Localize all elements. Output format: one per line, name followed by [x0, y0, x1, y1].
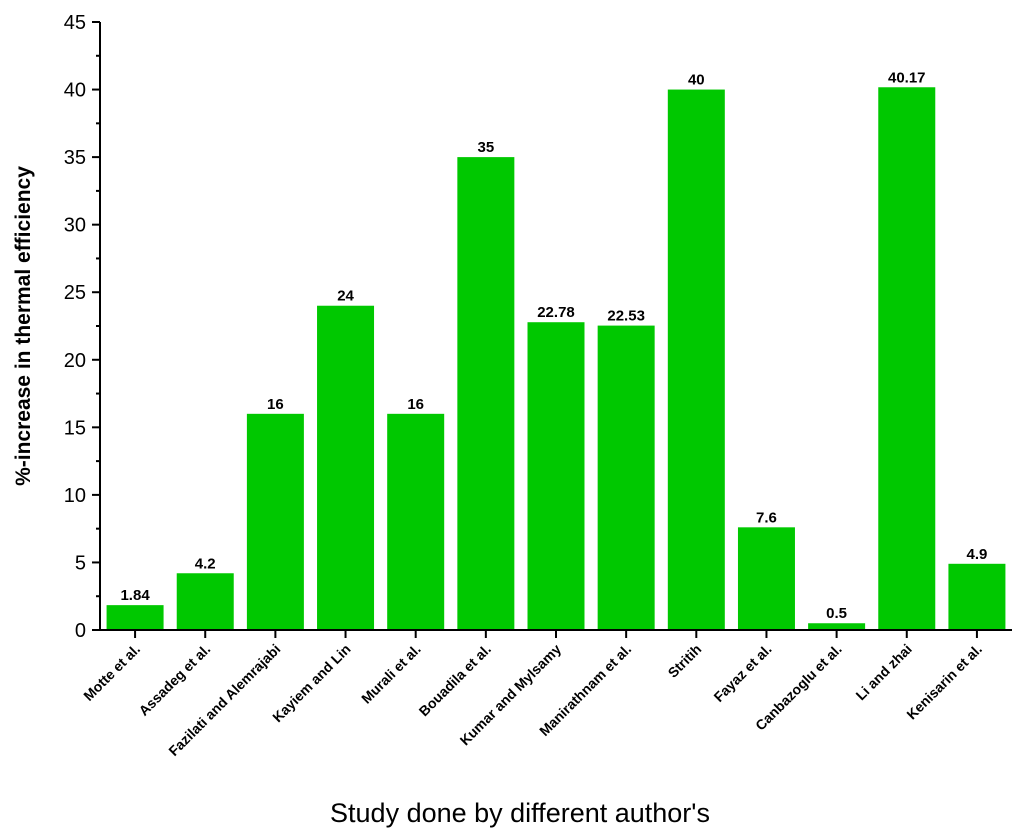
x-tick-label: Murali et al.	[358, 641, 424, 707]
x-axis-title: Study done by different author's	[330, 798, 710, 828]
x-ticks-layer: Motte et al.Assadeg et al.Fazilati and A…	[80, 630, 985, 759]
bar	[527, 322, 585, 630]
bar	[317, 305, 375, 630]
bar	[737, 527, 795, 630]
y-tick-label: 35	[64, 147, 86, 169]
bar-value-label: 24	[337, 288, 354, 305]
bar	[597, 325, 655, 630]
bar	[667, 89, 725, 631]
y-tick-label: 25	[64, 282, 86, 304]
bar-value-label: 1.84	[120, 587, 150, 604]
bar	[457, 157, 515, 630]
bar	[808, 623, 866, 630]
bar-value-label: 0.5	[826, 605, 847, 622]
data-labels-layer: 1.84 4.2 16 24 16 35 22.78 22.53 40 7.6 0.5 40.17 4.…	[120, 69, 987, 622]
x-tick-label: Assadeg et al.	[135, 641, 213, 719]
bar-value-label: 40	[688, 72, 705, 89]
y-ticks-layer: 0 5 10 15 20 25 30 35 40 45	[64, 12, 100, 642]
bar	[948, 563, 1006, 630]
y-tick-label: 10	[64, 485, 86, 507]
bar-value-label: 35	[478, 139, 495, 156]
bar	[176, 573, 234, 630]
bar-value-label: 4.9	[966, 546, 987, 563]
bar-value-label: 22.53	[607, 308, 645, 325]
x-tick-label: Fayaz et al.	[710, 641, 774, 705]
bar	[106, 605, 164, 630]
x-tick-label: Motte et al.	[80, 641, 143, 704]
x-tick-label: Li and zhai	[852, 641, 914, 703]
bar-value-label: 4.2	[195, 555, 216, 572]
bar	[246, 413, 304, 630]
x-tick-label: Kenisarin et al.	[903, 641, 985, 723]
bar	[878, 87, 936, 630]
x-tick-label: Bouadila et al.	[416, 641, 494, 719]
y-tick-label: 40	[64, 80, 86, 102]
y-tick-label: 15	[64, 417, 86, 439]
bar-value-label: 22.78	[537, 304, 575, 321]
bar-value-label: 16	[267, 396, 284, 413]
x-tick-label: Stritih	[665, 641, 705, 681]
bars-layer	[106, 87, 1006, 631]
y-axis-title: %-increase in thermal efficiency	[12, 166, 35, 486]
bar-value-label: 40.17	[888, 69, 926, 86]
bar	[387, 413, 445, 630]
y-tick-label: 5	[75, 552, 86, 574]
y-tick-label: 20	[64, 350, 86, 372]
y-tick-label: 30	[64, 215, 86, 237]
y-tick-label: 45	[64, 12, 86, 34]
y-tick-label: 0	[75, 620, 86, 642]
bar-value-label: 16	[407, 396, 424, 413]
bar-value-label: 7.6	[756, 509, 777, 526]
